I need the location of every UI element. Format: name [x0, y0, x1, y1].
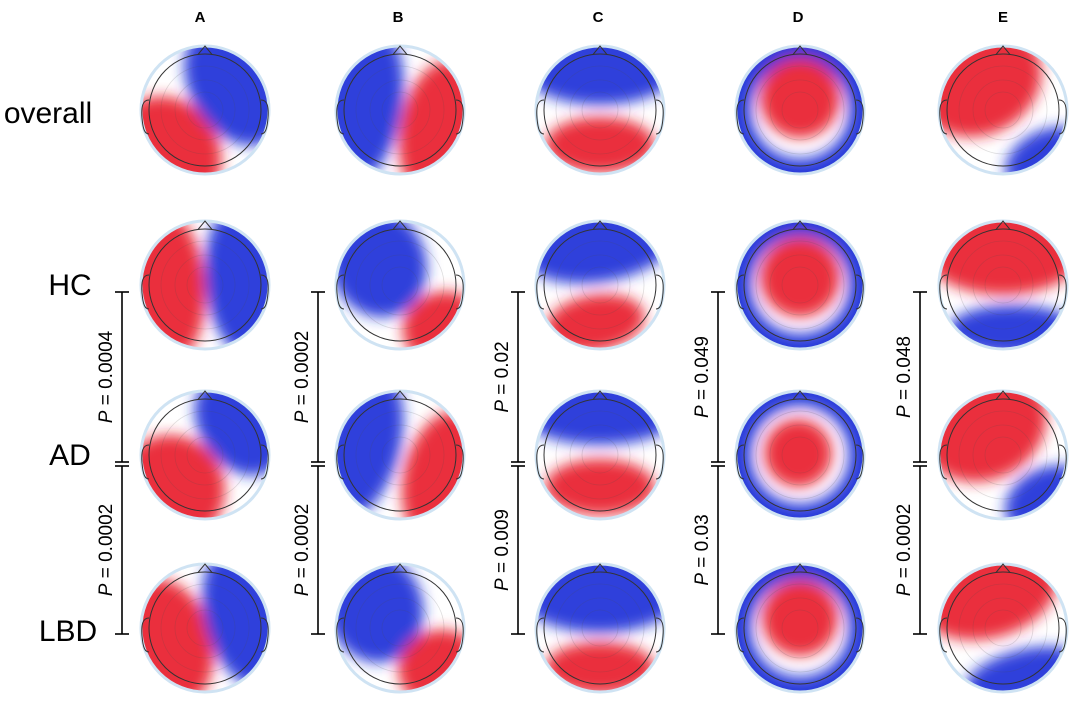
- topomap-lbd-b: [334, 562, 466, 694]
- p-value-bracket: P = 0.0004: [96, 291, 129, 463]
- p-value-label: P = 0.0002: [292, 504, 313, 596]
- topomap-hc-c: [534, 219, 666, 351]
- topomap-overall-e: [937, 44, 1069, 176]
- column-label-c: C: [593, 9, 604, 26]
- topomap-overall-c: [534, 44, 666, 176]
- topomap-overall-d: [734, 44, 866, 176]
- topomap-hc-e: [937, 219, 1069, 351]
- column-label-d: D: [793, 9, 804, 26]
- p-value-bracket: P = 0.02: [492, 291, 525, 463]
- p-value-label: P = 0.02: [492, 341, 513, 412]
- p-value-bracket: P = 0.0002: [96, 465, 129, 635]
- column-label-b: B: [393, 9, 404, 26]
- topomap-lbd-d: [734, 562, 866, 694]
- topomap-hc-b: [334, 219, 466, 351]
- p-value-label: P = 0.009: [492, 509, 513, 591]
- p-value-bracket: P = 0.0002: [292, 465, 325, 635]
- row-label-lbd: LBD: [39, 615, 97, 648]
- topomap-hc-d: [734, 219, 866, 351]
- p-value-label: P = 0.0002: [894, 504, 915, 596]
- topomap-overall-b: [334, 44, 466, 176]
- row-label-ad: AD: [49, 439, 91, 472]
- topomap-hc-a: [139, 219, 271, 351]
- topomap-ad-b: [334, 389, 466, 521]
- topomap-lbd-e: [937, 562, 1069, 694]
- p-value-bracket: P = 0.0002: [292, 291, 325, 463]
- column-label-a: A: [195, 9, 206, 26]
- topomap-ad-d: [734, 389, 866, 521]
- p-value-label: P = 0.049: [692, 336, 713, 418]
- column-label-e: E: [998, 9, 1008, 26]
- p-value-label: P = 0.0002: [96, 504, 117, 596]
- p-value-label: P = 0.048: [894, 336, 915, 418]
- p-value-bracket: P = 0.009: [492, 465, 525, 635]
- p-value-label: P = 0.0004: [96, 330, 117, 423]
- p-value-bracket: P = 0.048: [894, 291, 927, 463]
- row-label-overall: overall: [4, 97, 92, 130]
- row-label-hc: HC: [48, 269, 91, 302]
- topomap-ad-e: [937, 389, 1069, 521]
- topomap-overall-a: [139, 44, 271, 176]
- p-value-bracket: P = 0.049: [692, 291, 725, 463]
- topomap-ad-c: [534, 389, 666, 521]
- p-value-brackets: P = 0.0004 P = 0.0002 P = 0.0002 P = 0.0002…: [96, 291, 927, 635]
- p-value-label: P = 0.0002: [292, 331, 313, 423]
- topomap-lbd-c: [534, 562, 666, 694]
- p-value-bracket: P = 0.03: [692, 465, 725, 635]
- p-value-label: P = 0.03: [692, 514, 713, 585]
- p-value-bracket: P = 0.0002: [894, 465, 927, 635]
- topomap-lbd-a: [139, 562, 271, 694]
- topomap-grid: [139, 44, 1069, 694]
